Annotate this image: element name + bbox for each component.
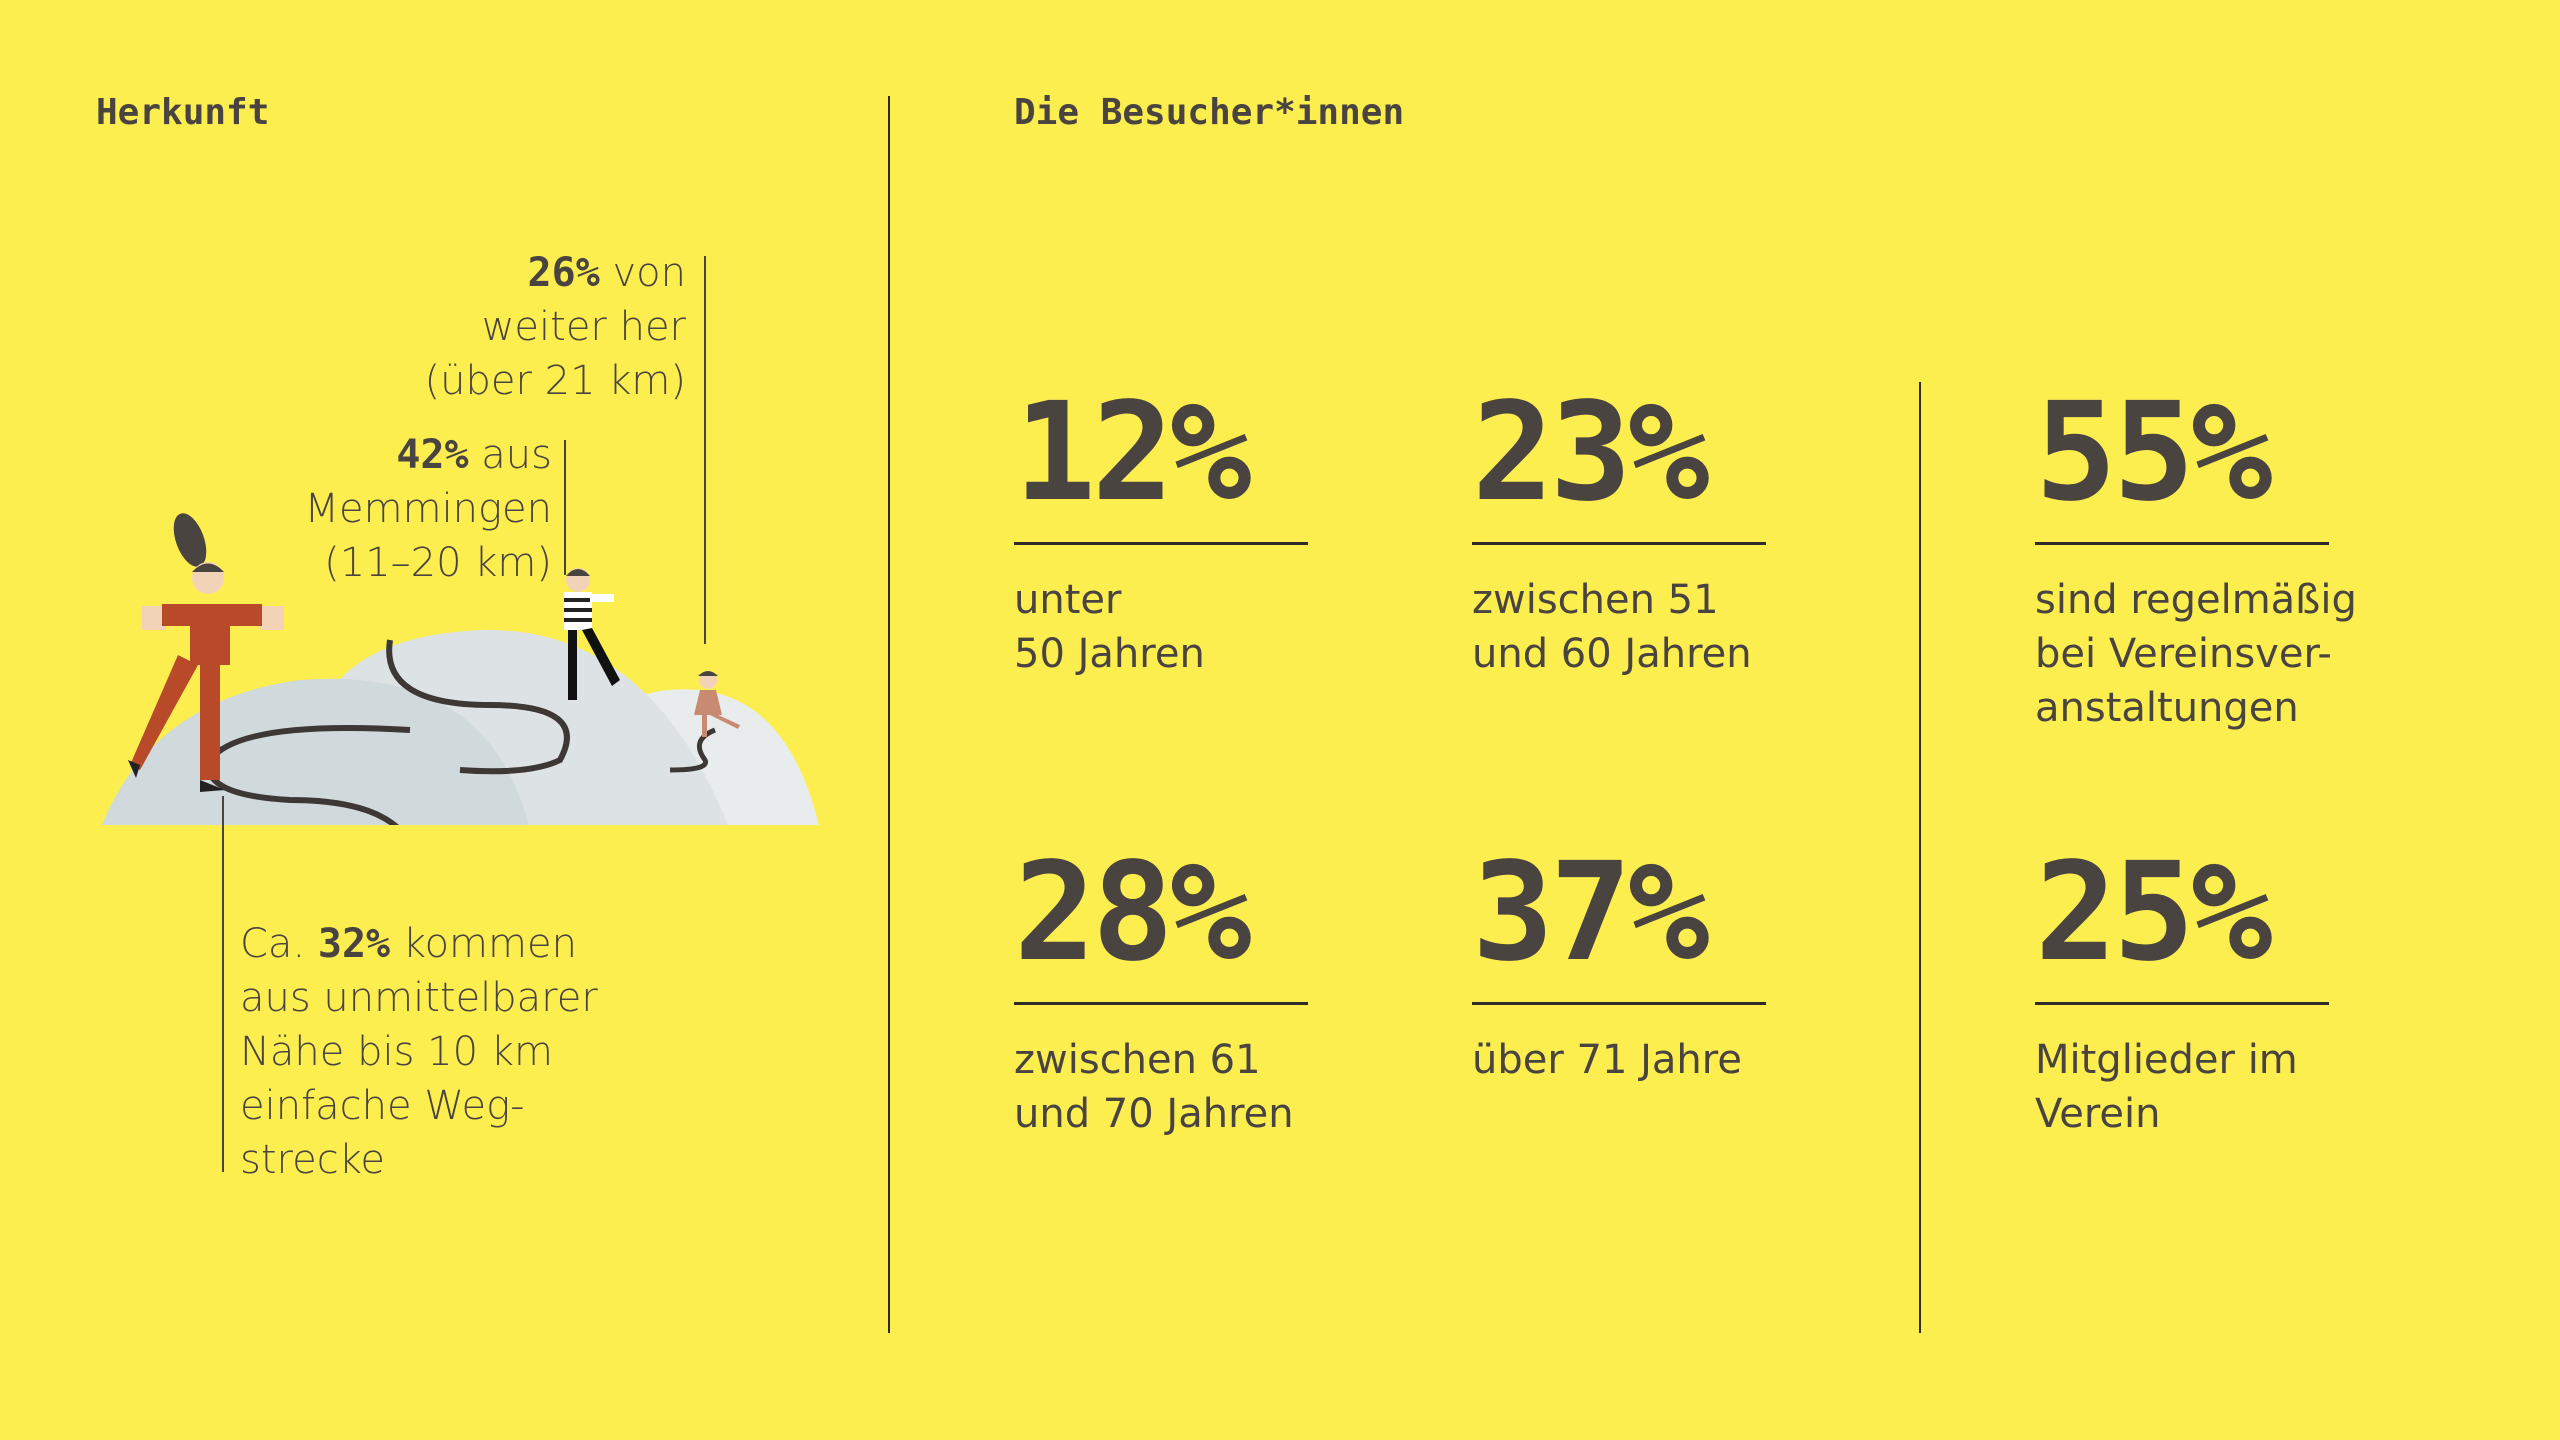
boy-figure-icon [564, 568, 620, 700]
stat-rule [1472, 542, 1766, 545]
stat-card: 28% zwischen 61 und 70 Jahren [1014, 834, 1314, 1141]
stat-card: 12% unter 50 Jahren [1014, 374, 1314, 681]
origin-far-text: von [599, 250, 686, 296]
origin-near-label: Ca. 32% kommen aus unmittelbarer Nähe bi… [240, 917, 660, 1187]
section-divider [888, 96, 890, 1333]
origin-far-text: weiter her [481, 304, 686, 350]
origin-near-text: Nähe bis 10 km [240, 1029, 553, 1075]
origin-near-leader-line [222, 796, 224, 1172]
stat-rule [1014, 1002, 1308, 1005]
stat-value: 25% [2035, 834, 2273, 992]
section-heading-besucher: Die Besucher*innen [1014, 92, 1405, 133]
stat-rule [2035, 542, 2329, 545]
origin-mid-text: aus [468, 432, 552, 478]
stat-value: 55% [2035, 374, 2273, 532]
origin-near-text: kommen [390, 921, 577, 967]
stat-card: 25% Mitglieder im Verein [2035, 834, 2335, 1141]
stat-card: 37% über 71 Jahre [1472, 834, 1772, 1087]
origin-mid-pct: 42% [396, 432, 469, 478]
stat-description: unter 50 Jahren [1014, 577, 1205, 677]
origin-far-text: (über 21 km) [424, 358, 686, 404]
stat-card: 55% sind regelmäßig bei Vereinsver-anstal… [2035, 374, 2395, 735]
stat-description: über 71 Jahre [1472, 1037, 1742, 1083]
origin-near-text: Ca. [240, 921, 318, 967]
stat-description: sind regelmäßig bei Vereinsver-anstaltung… [2035, 577, 2357, 731]
origin-far-pct: 26% [527, 250, 600, 296]
origin-near-pct: 32% [317, 921, 391, 967]
stat-value: 12% [1014, 374, 1252, 532]
path-trail [386, 639, 570, 775]
stat-rule [1472, 1002, 1766, 1005]
woman-figure-icon [128, 513, 284, 792]
stat-rule [1014, 542, 1308, 545]
origin-mid-text: Memmingen [304, 486, 552, 532]
origin-far-label: 26% von weiter her (über 21 km) [300, 246, 686, 408]
origin-mid-text: (11–20 km) [324, 540, 552, 586]
stat-rule [2035, 1002, 2329, 1005]
stat-card: 23% zwischen 51 und 60 Jahren [1472, 374, 1772, 681]
origin-near-text: strecke [240, 1137, 386, 1183]
stat-value: 28% [1014, 834, 1252, 992]
hills-illustration [90, 513, 830, 830]
girl-figure-icon [694, 671, 740, 737]
stat-description: Mitglieder im Verein [2035, 1037, 2298, 1137]
stat-description: zwischen 51 und 60 Jahren [1472, 577, 1752, 677]
stat-description: zwischen 61 und 70 Jahren [1014, 1037, 1294, 1137]
section-heading-herkunft: Herkunft [96, 92, 270, 133]
stat-value: 23% [1472, 374, 1710, 532]
origin-far-leader-line [704, 256, 706, 644]
origin-near-text: aus unmittelbarer [240, 975, 598, 1021]
origin-mid-leader-line [564, 440, 566, 575]
column-divider [1919, 382, 1921, 1333]
origin-near-text: einfache Weg- [240, 1083, 525, 1129]
origin-mid-label: 42% aus Memmingen (11–20 km) [220, 428, 552, 590]
stat-value: 37% [1472, 834, 1710, 992]
